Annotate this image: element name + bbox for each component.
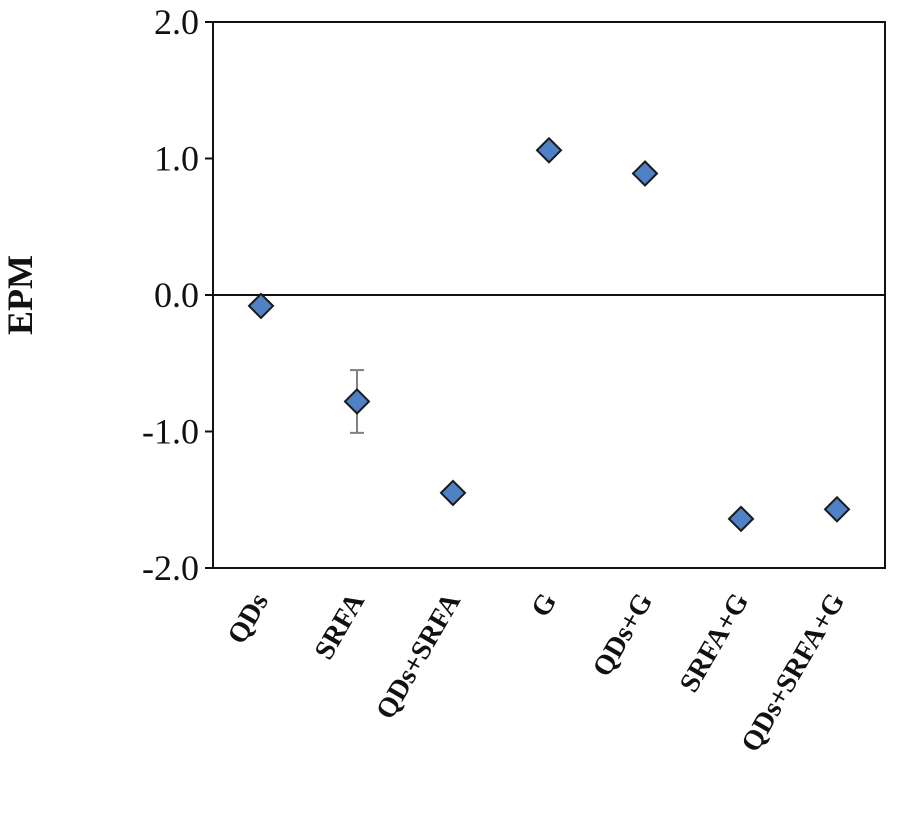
x-category-label: QDs+SRFA	[370, 587, 467, 724]
y-tick-label: 2.0	[154, 2, 199, 42]
y-tick-label: -1.0	[142, 412, 199, 452]
x-category-label: G	[525, 588, 563, 623]
data-point-srfa-g	[727, 505, 755, 533]
x-category-label: SRFA+G	[674, 588, 755, 698]
y-axis-title: EPM	[0, 255, 40, 335]
y-tick-label: -2.0	[142, 548, 199, 588]
y-axis-ticks: 2.0 1.0 0.0 -1.0 -2.0	[142, 2, 213, 588]
data-point-qds-g	[631, 160, 659, 187]
x-category-label: QDs+G	[587, 588, 659, 682]
x-category-label: QDs	[222, 588, 275, 649]
data-point-g	[535, 136, 563, 164]
x-category-label: QDs+SRFA+G	[735, 588, 851, 758]
data-point-qds-srfa	[439, 479, 467, 507]
data-point-qds-srfa-g	[823, 495, 851, 523]
data-point-srfa	[343, 388, 371, 415]
data-points	[247, 136, 851, 533]
y-tick-label: 1.0	[154, 139, 199, 179]
x-category-label: SRFA	[309, 587, 372, 665]
data-point-qds	[247, 292, 275, 320]
y-tick-label: 0.0	[154, 275, 199, 315]
